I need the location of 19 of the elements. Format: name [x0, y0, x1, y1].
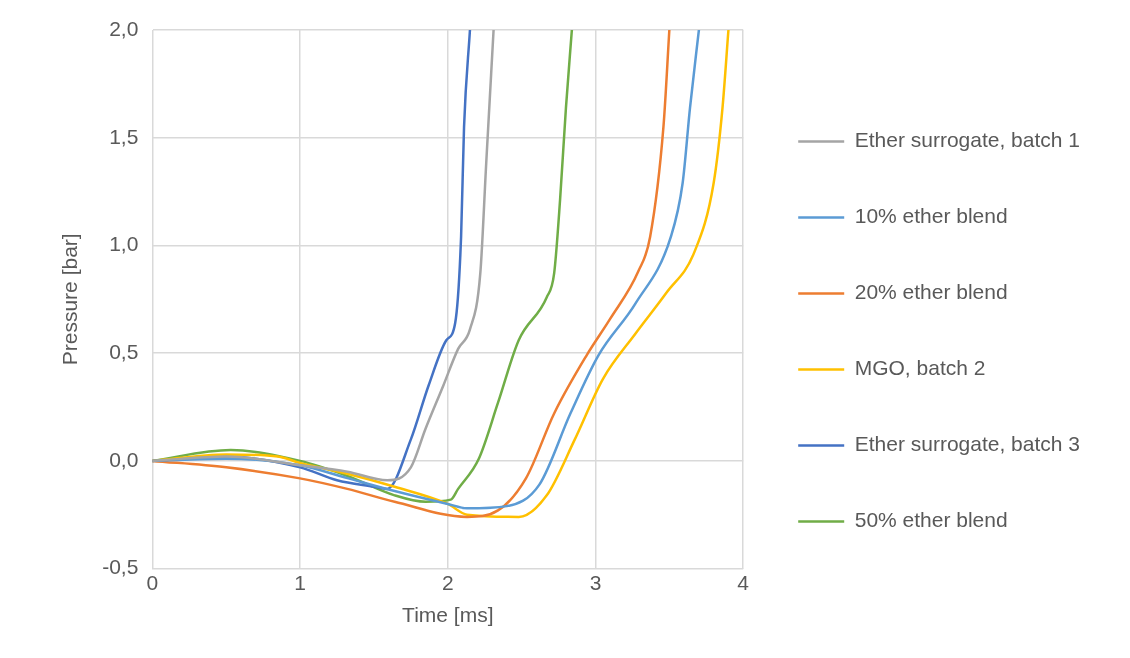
y-tick-label: 1,0 — [109, 232, 139, 256]
x-tick-label: 2 — [441, 571, 454, 594]
legend-label: MGO, batch 2 — [854, 356, 986, 380]
x-tick-label: 0 — [146, 571, 159, 594]
x-tick-label: 1 — [294, 571, 306, 594]
legend-label: 20% ether blend — [854, 280, 1008, 304]
y-tick-label: 1,5 — [109, 124, 139, 148]
y-tick-label: 0,5 — [109, 339, 139, 363]
y-axis-title: Pressure [bar] — [58, 233, 82, 366]
x-axis-title: Time [ms] — [402, 603, 494, 627]
legend-label: 10% ether blend — [854, 204, 1008, 228]
x-tick-label: 3 — [589, 571, 602, 594]
legend-label: 50% ether blend — [854, 508, 1008, 532]
legend-label: Ether surrogate, batch 1 — [854, 128, 1081, 152]
x-tick-label: 4 — [737, 571, 750, 594]
y-tick-label: 0,0 — [109, 447, 139, 471]
legend-label: Ether surrogate, batch 3 — [854, 432, 1081, 456]
y-tick-label: -0,5 — [102, 555, 139, 579]
y-tick-label: 2,0 — [109, 16, 139, 40]
